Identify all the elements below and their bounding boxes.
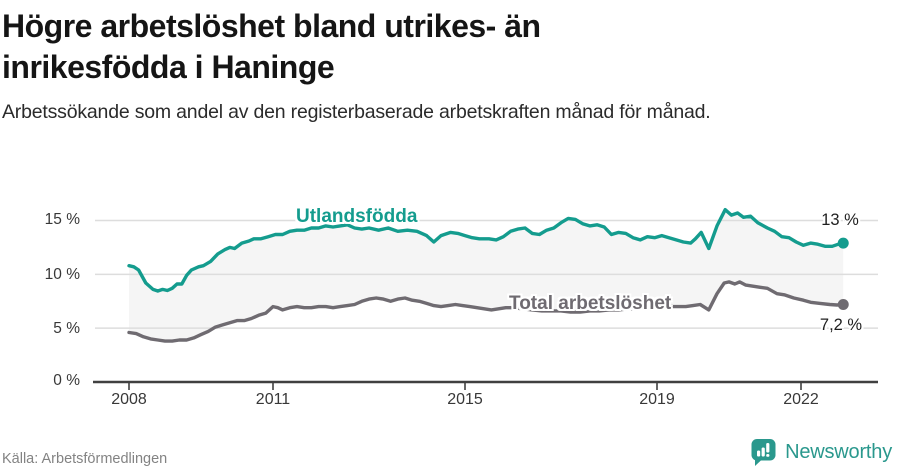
- x-tick-label-2015: 2015: [447, 391, 483, 408]
- title-line-2: inrikesfödda i Haninge: [2, 48, 335, 85]
- newsworthy-wordmark: Newsworthy: [785, 441, 892, 463]
- series-label-total-arbetsloshet: Total arbetslöshet: [509, 293, 672, 314]
- y-tick-label-15: 15 %: [44, 211, 80, 228]
- page-title: Högre arbetslöshet bland utrikes- än inr…: [2, 6, 762, 88]
- x-tick-label-2019: 2019: [639, 391, 675, 408]
- source-credit: Källa: Arbetsförmedlingen: [2, 451, 168, 467]
- x-tick-label-2008: 2008: [111, 391, 147, 408]
- end-value-label-utlandsfodda: 13 %: [821, 211, 859, 229]
- y-tick-label-5: 5 %: [53, 320, 80, 337]
- newsworthy-speech-bubble-chart-icon: [750, 438, 777, 467]
- x-tick-label-2011: 2011: [255, 391, 291, 408]
- x-tick-label-2022: 2022: [783, 391, 819, 408]
- chart-subtitle: Arbetssökande som andel av den registerb…: [2, 101, 711, 123]
- series-label-utlandsfodda: Utlandsfödda: [296, 206, 418, 227]
- end-value-label-total: 7,2 %: [819, 316, 863, 334]
- newsworthy-logo[interactable]: Newsworthy: [750, 438, 892, 467]
- y-tick-label-0: 0 %: [53, 372, 80, 389]
- title-line-1: Högre arbetslöshet bland utrikes- än: [2, 8, 541, 44]
- y-tick-label-10: 10 %: [44, 266, 80, 283]
